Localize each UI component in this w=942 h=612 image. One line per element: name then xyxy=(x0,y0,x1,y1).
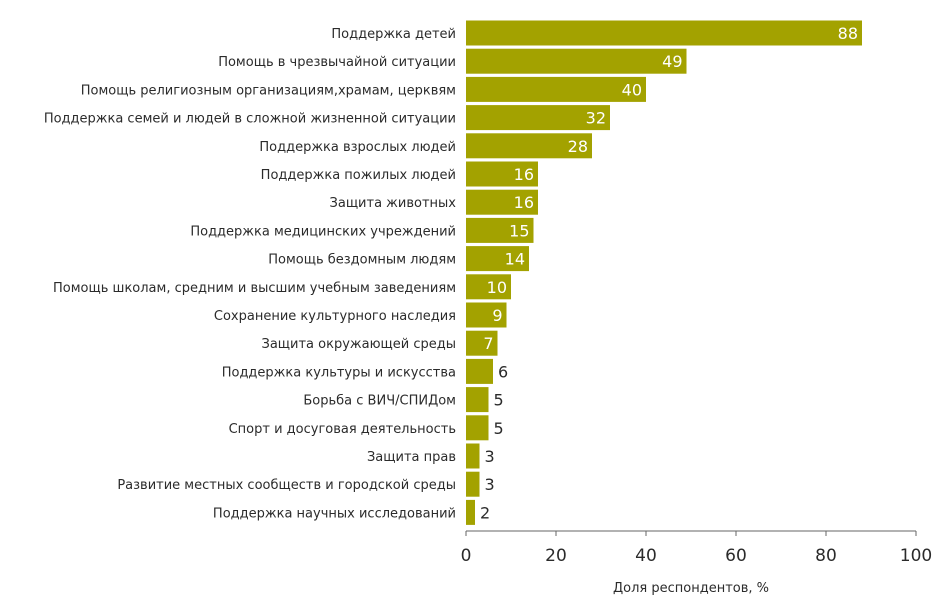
category-label: Помощь бездомным людям xyxy=(268,253,456,268)
data-label: 16 xyxy=(514,193,534,212)
x-tick-label: 100 xyxy=(900,546,932,566)
data-label: 15 xyxy=(509,221,529,240)
data-label: 3 xyxy=(485,475,495,494)
category-label: Помощь религиозным организациям,храмам, … xyxy=(81,83,456,98)
data-label: 5 xyxy=(494,419,504,438)
x-axis-title: Доля респондентов, % xyxy=(613,581,769,596)
x-tick-label: 40 xyxy=(635,546,657,566)
data-label: 9 xyxy=(492,306,502,325)
data-label: 40 xyxy=(622,80,642,99)
x-tick-label: 0 xyxy=(461,546,472,566)
bar xyxy=(466,387,489,413)
category-label: Защита прав xyxy=(367,450,456,465)
data-label: 10 xyxy=(487,278,507,297)
bar xyxy=(466,330,498,356)
data-label: 88 xyxy=(838,24,858,43)
x-tick-label: 20 xyxy=(545,546,567,566)
bar xyxy=(466,133,592,159)
bar xyxy=(466,48,687,74)
data-label: 3 xyxy=(485,447,495,466)
category-label: Поддержка семей и людей в сложной жизнен… xyxy=(44,112,456,127)
category-label: Поддержка культуры и искусства xyxy=(222,365,456,380)
category-label: Защита окружающей среды xyxy=(261,337,456,352)
bars-layer xyxy=(466,20,862,525)
x-tick-label: 80 xyxy=(815,546,837,566)
bar xyxy=(466,499,475,525)
data-label: 16 xyxy=(514,165,534,184)
category-label: Борьба с ВИЧ/СПИДом xyxy=(303,394,456,409)
x-axis: 0 20 40 60 80 100 xyxy=(461,530,932,566)
data-label: 32 xyxy=(586,109,606,128)
bar xyxy=(466,274,511,300)
category-label: Поддержка детей xyxy=(331,27,456,42)
bar xyxy=(466,20,862,46)
category-label: Помощь в чрезвычайной ситуации xyxy=(218,55,456,70)
category-label: Поддержка взрослых людей xyxy=(259,140,456,155)
bar xyxy=(466,217,534,243)
category-label: Помощь школам, средним и высшим учебным … xyxy=(53,281,456,296)
bar xyxy=(466,302,507,328)
data-label: 6 xyxy=(498,362,508,381)
x-tick-label: 60 xyxy=(725,546,747,566)
category-label: Защита животных xyxy=(330,196,457,211)
bar xyxy=(466,443,480,469)
category-label: Поддержка медицинских учреждений xyxy=(190,224,456,239)
category-label: Развитие местных сообществ и городской с… xyxy=(117,478,456,493)
category-label: Сохранение культурного наследия xyxy=(214,309,456,324)
bar xyxy=(466,415,489,441)
data-label: 5 xyxy=(494,391,504,410)
bar xyxy=(466,471,480,497)
bar xyxy=(466,246,529,272)
data-label: 28 xyxy=(568,137,588,156)
bar xyxy=(466,189,538,215)
bar xyxy=(466,161,538,187)
data-label: 2 xyxy=(480,503,490,522)
data-label: 14 xyxy=(505,250,525,269)
category-label: Поддержка пожилых людей xyxy=(261,168,456,183)
category-label: Спорт и досуговая деятельность xyxy=(229,422,456,437)
category-labels: Поддержка детей Помощь в чрезвычайной сит… xyxy=(44,27,456,521)
bar xyxy=(466,358,493,384)
data-label: 49 xyxy=(662,52,682,71)
category-label: Поддержка научных исследований xyxy=(213,506,456,521)
bar xyxy=(466,76,646,102)
bar xyxy=(466,105,610,131)
data-label: 7 xyxy=(483,334,493,353)
